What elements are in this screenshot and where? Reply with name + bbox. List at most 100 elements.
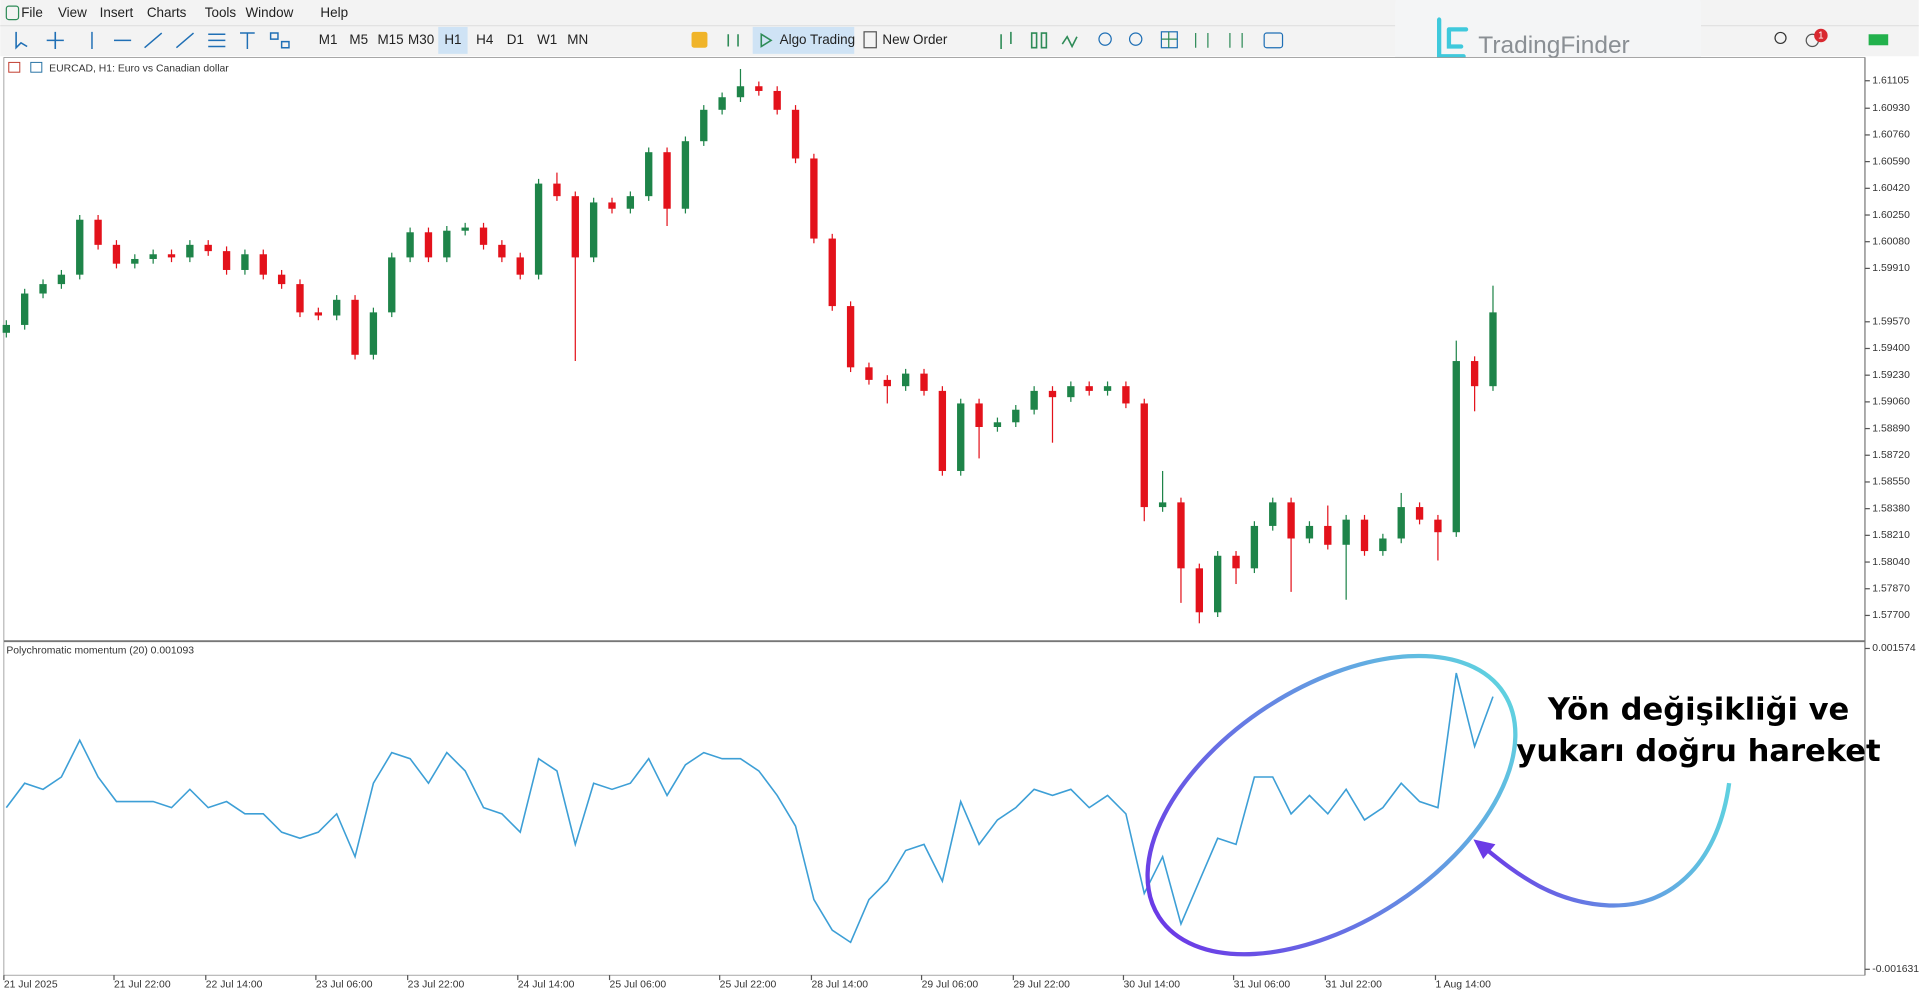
app-icon bbox=[5, 5, 20, 21]
y-tick-label: 1.57700 bbox=[1872, 610, 1910, 621]
y-tick-label: 1.60760 bbox=[1872, 130, 1910, 141]
candle-body bbox=[149, 254, 157, 259]
highlight-ellipse bbox=[1145, 653, 1518, 957]
candle-body bbox=[1269, 502, 1277, 526]
x-tick-label: 25 Jul 22:00 bbox=[720, 980, 777, 991]
y-tick-label: -0.001631 bbox=[1872, 964, 1919, 975]
menu-item: View bbox=[58, 5, 87, 20]
y-tick-label: 1.58720 bbox=[1872, 450, 1910, 461]
x-tick-label: 23 Jul 06:00 bbox=[316, 980, 373, 991]
crosshair-icon bbox=[46, 31, 64, 49]
timeframe: M15 bbox=[377, 32, 403, 47]
timeframe: M30 bbox=[408, 32, 434, 47]
candle-body bbox=[920, 373, 928, 391]
y-tick-label: 1.60080 bbox=[1872, 236, 1910, 247]
candle-body bbox=[222, 251, 231, 270]
play-icon bbox=[760, 32, 773, 48]
candle-body bbox=[1342, 519, 1350, 545]
candle-body bbox=[388, 257, 396, 313]
candle-body bbox=[351, 299, 359, 355]
candle-body bbox=[1085, 386, 1093, 391]
timeframe: H4 bbox=[476, 32, 494, 47]
search-icon bbox=[1774, 31, 1787, 45]
candle-body bbox=[626, 196, 635, 209]
candle-body bbox=[1048, 390, 1057, 398]
menu-item: Window bbox=[245, 5, 293, 20]
x-tick-label: 25 Jul 06:00 bbox=[610, 980, 667, 991]
candle-body bbox=[296, 284, 304, 313]
y-tick-label: 1.61105 bbox=[1872, 75, 1909, 86]
chart-icon bbox=[30, 61, 43, 73]
candle-body bbox=[957, 403, 965, 471]
annotation: Yön değişikliği ve yukarı doğru hareket bbox=[1145, 653, 1881, 957]
candle-body bbox=[608, 202, 616, 209]
annotation-text: yukarı doğru hareket bbox=[1516, 734, 1880, 769]
badge-count: 1 bbox=[1818, 31, 1823, 42]
y-tick-label: 1.60930 bbox=[1872, 103, 1910, 114]
candle-body bbox=[241, 254, 249, 270]
chart-frame bbox=[3, 57, 1866, 976]
candle-body bbox=[883, 379, 891, 387]
arrow bbox=[1481, 782, 1732, 908]
candle-body bbox=[2, 324, 10, 333]
zoom-out bbox=[1128, 32, 1143, 46]
toolbar: M1 M5 M15 M30 H1 H4 D1 W1 MN Algo Trading New Orde… bbox=[15, 26, 1889, 54]
candle-body bbox=[810, 158, 818, 239]
y-tick-label: 1.60420 bbox=[1872, 183, 1910, 194]
candle-body bbox=[993, 422, 1002, 428]
y-tick-label: 1.59910 bbox=[1872, 263, 1910, 274]
y-tick-label: 1.59230 bbox=[1872, 370, 1910, 381]
candle-body bbox=[1360, 519, 1369, 552]
candle-body bbox=[828, 238, 836, 307]
candle-body bbox=[57, 274, 66, 285]
badge bbox=[1814, 28, 1828, 43]
candle-body bbox=[1195, 568, 1203, 613]
timeframe: H1 bbox=[444, 32, 461, 47]
scroll-icons bbox=[1161, 31, 1243, 48]
candle-body bbox=[314, 312, 323, 316]
candle-body bbox=[1214, 555, 1222, 613]
candle-body bbox=[718, 97, 726, 110]
new-order: New Order bbox=[882, 32, 947, 47]
timeframe: MN bbox=[567, 32, 588, 47]
candle-body bbox=[1379, 538, 1387, 552]
x-tick-label: 21 Jul 22:00 bbox=[114, 980, 171, 991]
candle-body bbox=[1489, 312, 1497, 387]
candle-body bbox=[589, 202, 598, 258]
candle-body bbox=[21, 293, 29, 325]
candle-body bbox=[1122, 386, 1130, 404]
order-icon bbox=[863, 31, 877, 49]
candle-body bbox=[1012, 409, 1020, 423]
candle-body bbox=[443, 230, 451, 258]
indicator-line bbox=[5, 672, 1494, 944]
y-tick-label: 1.58550 bbox=[1872, 477, 1910, 488]
candle-body bbox=[846, 306, 855, 368]
y-tick-label: 1.59570 bbox=[1872, 317, 1910, 328]
candle-body bbox=[1305, 525, 1314, 539]
zoom-in bbox=[1098, 32, 1112, 46]
candle-body bbox=[333, 299, 341, 316]
candle-body bbox=[1434, 519, 1442, 533]
candle-body bbox=[1470, 361, 1479, 387]
candle-body bbox=[1452, 361, 1460, 533]
y-tick-label: 0.001574 bbox=[1872, 643, 1916, 654]
chart-title: EURCAD, H1: Euro vs Canadian dollar bbox=[49, 63, 229, 74]
menu-bar: File View Insert Charts Tools Window Help bbox=[21, 5, 348, 20]
market-icon bbox=[691, 31, 708, 48]
timeframe: M1 bbox=[319, 32, 338, 47]
x-tick-label: 22 Jul 14:00 bbox=[206, 980, 263, 991]
candle-body bbox=[736, 86, 745, 98]
candle-body bbox=[1324, 525, 1332, 545]
x-tick-label: 31 Jul 22:00 bbox=[1325, 980, 1382, 991]
y-tick-label: 1.58890 bbox=[1872, 423, 1910, 434]
candle-body bbox=[1232, 555, 1240, 569]
algo-trading: Algo Trading bbox=[780, 32, 855, 47]
x-tick-label: 30 Jul 14:00 bbox=[1123, 980, 1180, 991]
x-tick-label: 21 Jul 2025 bbox=[4, 980, 58, 991]
candle-body bbox=[461, 227, 469, 231]
candle-body bbox=[186, 244, 194, 258]
candle-body bbox=[424, 232, 433, 258]
candle-body bbox=[975, 403, 983, 428]
candle-body bbox=[498, 244, 506, 258]
candle-body bbox=[1140, 403, 1148, 508]
